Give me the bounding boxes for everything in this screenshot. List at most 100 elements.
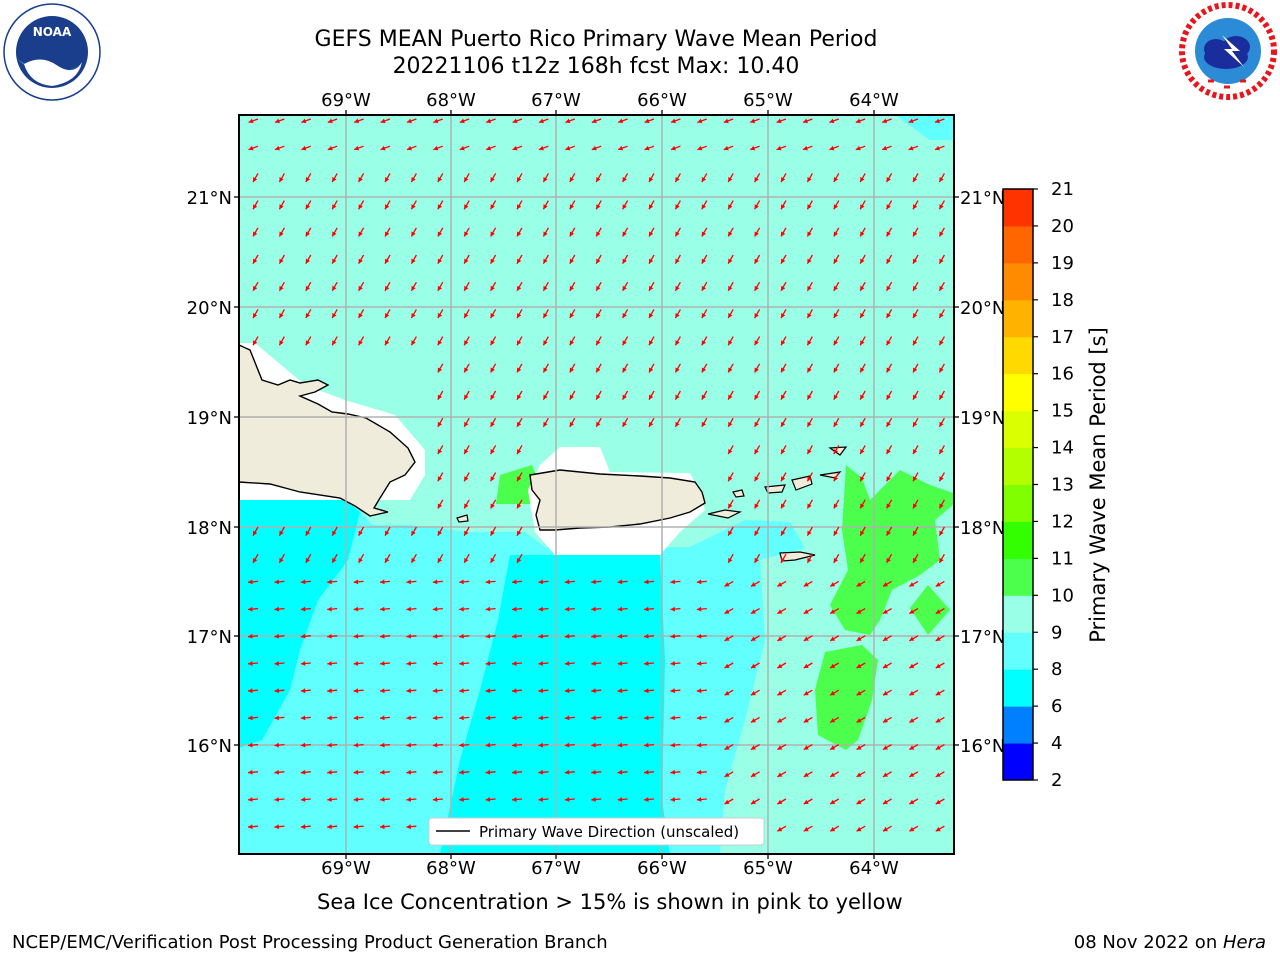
wave-arrow-head [380,742,385,748]
wave-arrow-head [301,145,307,151]
wave-arrow-head [856,636,862,641]
wave-arrow-head [913,530,918,536]
wave-arrow-head [856,609,862,614]
wave-arrow-head [781,530,786,536]
wave-arrow-head [754,231,759,237]
wave-arrow-head [830,826,836,832]
wave-arrow-head [248,742,253,748]
wave-arrow-head [565,145,571,151]
wave-arrow-head [327,118,333,124]
wave-arrow-head [750,690,756,696]
wave-arrow-head [622,313,627,319]
colorbar-label: Primary Wave Mean Period [s] [1086,327,1110,643]
lon-label-top: 69°W [321,90,371,111]
lon-label-bottom: 67°W [531,858,581,879]
wave-arrow-head [490,449,495,455]
wave-arrow-head [830,663,836,668]
wave-arrow-head [701,313,707,319]
run-date-text: 08 Nov 2022 on [1073,932,1223,953]
wave-arrow-head [279,340,284,346]
land-culebra [732,489,745,498]
wave-arrow-head [512,579,517,585]
land-virgin-islands [764,446,848,494]
wave-arrow-head [279,258,284,264]
wave-arrow-head [512,606,517,612]
wave-arrow-head [913,231,918,237]
wave-arrow-head [913,285,918,291]
wave-arrow-head [274,715,280,721]
lat-label-right: 16°N [960,736,1005,757]
wave-arrow-head [539,145,544,151]
wave-arrow-head [724,609,730,614]
wave-arrow-head [728,231,733,237]
wave-arrow-head [649,231,654,237]
wave-arrow-head [754,367,759,373]
wave-arrow-head [459,118,465,124]
wave-arrow-head [807,530,812,536]
wave-arrow-head [670,661,676,666]
wave-direction-arrows [247,118,945,832]
wave-arrow-head [696,579,702,585]
wave-arrow-head [274,633,280,639]
wave-arrow-head [564,769,570,775]
wave-arrow-head [728,476,733,482]
wave-arrow-head [279,313,284,319]
wave-arrow-head [913,367,918,373]
wave-arrow-head [432,742,438,748]
wave-arrow-head [939,421,944,427]
wave-arrow-head [833,476,839,482]
wave-arrow-head [807,476,812,482]
wave-arrow-head [569,204,575,210]
wave-arrow-head [860,177,865,183]
wave-arrow-head [569,231,575,237]
wave-arrow-head [886,367,891,373]
wave-arrow-head [596,258,601,264]
wave-arrow-head [882,799,888,804]
wave-arrow-head [754,340,759,346]
wave-arrow-head [248,688,253,694]
wave-arrow-head [754,204,759,210]
wave-arrow-head [437,503,443,509]
wave-arrow-head [380,579,385,585]
wave-arrow-head [490,258,495,264]
wave-arrow-head [777,826,783,832]
lat-label-left: 20°N [187,298,232,319]
wave-arrow-head [670,715,676,721]
wave-arrow-head [354,118,360,124]
wave-arrow-head [618,118,624,124]
wave-arrow-head [305,557,311,563]
wave-arrow-head [490,557,495,563]
wave-arrow-head [675,231,680,237]
wave-arrow-head [886,449,891,455]
wave-arrow-head [939,258,944,264]
wave-arrow-head [803,772,809,777]
wave-arrow-head [253,313,258,319]
wave-arrow-head [437,557,443,563]
wave-arrow-head [781,503,786,509]
wave-arrow-head [860,476,865,482]
wave-arrow-head [803,636,809,641]
wave-arrow-head [543,421,548,427]
wave-arrow-head [939,177,944,183]
wave-arrow-head [803,690,809,696]
wave-arrow-head [432,688,438,694]
wave-arrow-head [807,394,812,400]
wave-arrow-head [909,582,915,587]
wave-arrow-head [644,145,650,151]
wave-arrow-head [569,394,575,400]
wave-arrow-head [723,145,729,151]
wave-arrow-head [860,394,865,400]
wave-arrow-head [591,606,596,612]
wave-arrow-head [675,258,680,264]
wave-arrow-head [274,769,280,775]
wave-arrow-head [644,769,649,775]
wave-arrow-head [622,204,627,210]
wave-arrow-head [538,606,544,612]
wave-arrow-head [406,661,412,666]
wave-arrow-head [939,285,944,291]
wave-arrow-head [332,313,337,319]
wave-arrow-head [935,745,941,750]
wave-arrow-head [433,118,439,124]
wave-arrow-head [913,394,918,400]
wave-arrow-head [486,145,492,151]
